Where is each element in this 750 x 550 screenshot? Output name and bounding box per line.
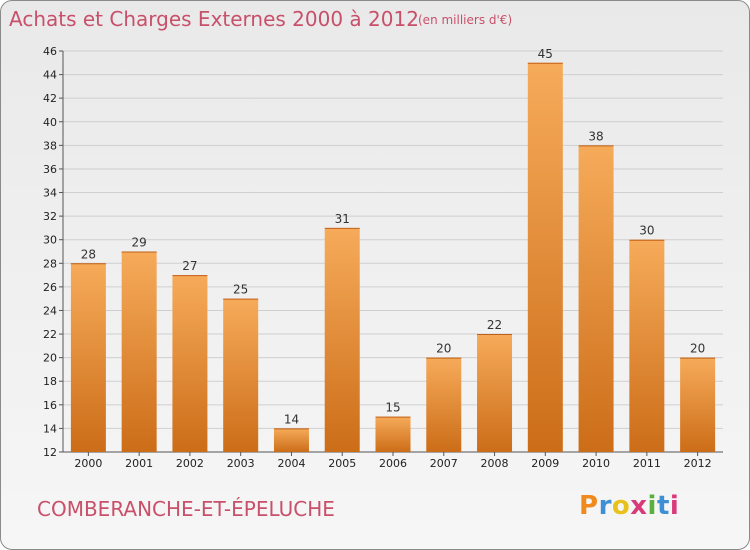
y-tick-label: 16 [43, 399, 57, 412]
data-label: 31 [335, 212, 350, 226]
commune-name: COMBERANCHE-ET-ÉPELUCHE [37, 497, 335, 521]
x-tick-label: 2000 [74, 457, 102, 470]
y-tick-label: 12 [43, 446, 57, 459]
y-tick-label: 22 [43, 328, 57, 341]
x-tick-label: 2012 [684, 457, 712, 470]
y-tick-label: 40 [43, 116, 57, 129]
y-tick-label: 42 [43, 92, 57, 105]
x-tick-label: 2005 [328, 457, 356, 470]
logo-letter: P [579, 491, 599, 521]
bar-2002 [172, 275, 208, 452]
y-tick-label: 34 [43, 187, 57, 200]
bar-2000 [70, 263, 106, 452]
bar-2010 [578, 145, 614, 452]
y-tick-label: 26 [43, 281, 57, 294]
data-label: 27 [182, 259, 197, 273]
bars [70, 62, 716, 452]
data-label: 45 [538, 47, 553, 61]
bar-2001 [121, 251, 157, 452]
logo-letter: r [598, 491, 612, 521]
proxiti-logo[interactable]: Proxiti [579, 491, 679, 521]
data-label: 22 [487, 318, 502, 332]
chart-title: Achats et Charges Externes 2000 à 2012 [9, 7, 419, 31]
bar-2007 [426, 357, 462, 452]
y-tick-label: 20 [43, 352, 57, 365]
chart-subtitle: (en milliers d'€) [418, 13, 513, 27]
data-label: 15 [385, 401, 400, 415]
y-tick-label: 36 [43, 163, 57, 176]
data-labels: 28 29 27 25 14 31 15 20 22 45 38 30 20 [81, 47, 706, 427]
x-tick-label: 2004 [277, 457, 305, 470]
grid-lines [63, 50, 723, 453]
y-tick-label: 30 [43, 234, 57, 247]
x-tick-label: 2006 [379, 457, 407, 470]
x-tick-label: 2002 [176, 457, 204, 470]
bar-2011 [629, 239, 665, 452]
y-tick-label: 38 [43, 139, 57, 152]
bar-2008 [477, 334, 513, 452]
logo-letter: x [630, 491, 648, 521]
x-tick-label: 2003 [227, 457, 255, 470]
x-tick-label: 2001 [125, 457, 153, 470]
logo-letter: o [611, 491, 631, 521]
x-tick-label: 2007 [430, 457, 458, 470]
y-tick-label: 18 [43, 375, 57, 388]
data-label: 20 [690, 342, 705, 356]
logo-letter: i [669, 491, 680, 521]
data-label: 38 [588, 129, 603, 143]
data-label: 28 [81, 247, 96, 261]
data-label: 29 [132, 236, 147, 250]
y-tick-label: 28 [43, 257, 57, 270]
data-label: 30 [639, 224, 654, 238]
data-label: 20 [436, 342, 451, 356]
bar-2003 [223, 298, 259, 452]
y-tick-label: 46 [43, 45, 57, 58]
x-tick-label: 2010 [582, 457, 610, 470]
bar-2005 [324, 227, 360, 452]
y-tick-label: 44 [43, 69, 57, 82]
bar-2006 [375, 416, 411, 452]
x-tick-label: 2008 [481, 457, 509, 470]
x-tick-label: 2009 [531, 457, 559, 470]
bar-2004 [273, 428, 309, 452]
logo-letter: i [647, 491, 657, 521]
logo-letter: t [656, 491, 670, 521]
bar-2012 [680, 357, 716, 452]
y-tick-label: 14 [43, 422, 57, 435]
y-tick-label: 32 [43, 210, 57, 223]
bar-2009 [527, 62, 563, 452]
data-label: 14 [284, 412, 299, 426]
y-tick-label: 24 [43, 304, 57, 317]
data-label: 25 [233, 283, 248, 297]
x-tick-label: 2011 [633, 457, 661, 470]
